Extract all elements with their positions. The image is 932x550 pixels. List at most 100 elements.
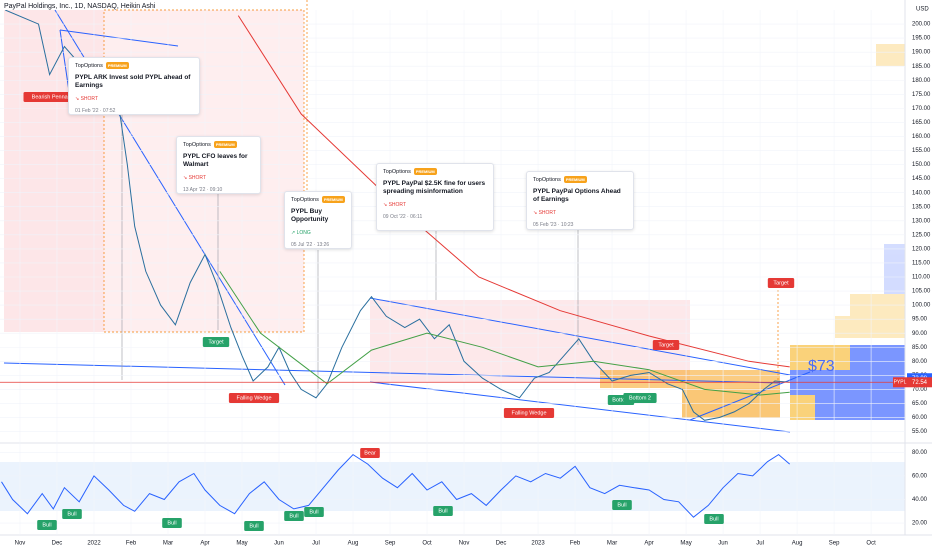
idea-card[interactable]: TopOptions PREMIUM PYPL CFO leaves for Wa… bbox=[176, 136, 261, 194]
source: TopOptions bbox=[383, 168, 411, 175]
y-tick-label: 80.00 bbox=[912, 450, 928, 456]
y-tick-label: 120.00 bbox=[912, 246, 931, 252]
currency: USD bbox=[916, 7, 929, 13]
y-tick-label: 20.00 bbox=[912, 521, 928, 527]
price-tag bbox=[907, 377, 932, 388]
signal: ↘ SHORT bbox=[75, 95, 99, 102]
time: 01 Feb '22 · 07:52 bbox=[75, 107, 116, 114]
idea-text: PYPL PayPal $2.5K fine for users spreadi… bbox=[383, 180, 486, 196]
y-tick-label: 155.00 bbox=[912, 148, 931, 154]
x-tick-label: Aug bbox=[348, 541, 359, 547]
pattern-label bbox=[244, 521, 264, 531]
pattern-label-text: Bull bbox=[309, 509, 318, 515]
badge: PREMIUM bbox=[321, 196, 345, 203]
y-tick-label: 105.00 bbox=[912, 289, 931, 295]
rsi-band bbox=[0, 462, 905, 511]
time: 05 Feb '23 · 10:23 bbox=[533, 221, 574, 228]
symbol-tag bbox=[893, 377, 907, 388]
y-tick-label: 180.00 bbox=[912, 78, 931, 84]
pattern-label bbox=[360, 448, 380, 458]
x-tick-label: Feb bbox=[570, 541, 581, 547]
pattern-label-text: Bottom 2 bbox=[629, 395, 651, 401]
y-tick-label: 145.00 bbox=[912, 176, 931, 182]
y-tick-label: 90.00 bbox=[912, 331, 928, 337]
signal: ↘ SHORT bbox=[183, 174, 207, 181]
x-tick-label: Oct bbox=[866, 541, 876, 547]
x-tick-label: Jun bbox=[274, 541, 284, 547]
source: TopOptions bbox=[75, 62, 103, 69]
y-tick-label: 150.00 bbox=[912, 162, 931, 168]
y-tick-label: 95.00 bbox=[912, 317, 928, 323]
badge: PREMIUM bbox=[413, 168, 437, 175]
idea-card[interactable]: TopOptions PREMIUM PYPL ARK Invest sold P… bbox=[68, 57, 200, 115]
plot-area bbox=[1, 453, 791, 518]
x-tick-label: Apr bbox=[644, 541, 653, 547]
source: TopOptions bbox=[291, 196, 319, 203]
pattern-label-text: Bull bbox=[709, 516, 718, 522]
pattern-label-text: Bull bbox=[289, 513, 298, 519]
pattern-label-text: Bull bbox=[617, 502, 626, 508]
pattern-label bbox=[62, 509, 82, 519]
x-tick-label: 2022 bbox=[87, 541, 101, 547]
signal-text: SHORT bbox=[388, 201, 407, 208]
y-tick-label: 135.00 bbox=[912, 204, 931, 210]
pattern-label-text: Bull bbox=[249, 523, 258, 529]
signal-text: LONG bbox=[296, 229, 311, 236]
x-tick-label: Dec bbox=[52, 541, 63, 547]
series-line bbox=[5, 10, 790, 421]
y-tick-label: 115.00 bbox=[912, 261, 931, 267]
pattern-label-text: Bull bbox=[438, 508, 447, 514]
x-tick-label: May bbox=[680, 541, 691, 547]
idea-card[interactable]: TopOptions PREMIUM PYPL PayPal $2.5K fine… bbox=[376, 163, 494, 231]
x-tick-label: Jun bbox=[718, 541, 728, 547]
source: TopOptions bbox=[533, 176, 561, 183]
y-tick-label: 200.00 bbox=[912, 22, 931, 28]
pattern-label-text: Bull bbox=[42, 522, 51, 528]
series-line bbox=[237, 15, 790, 368]
source: TopOptions bbox=[183, 141, 211, 148]
pattern-label bbox=[433, 506, 453, 516]
pattern-label-text: Target bbox=[773, 280, 789, 286]
leader-lines bbox=[306, 0, 779, 380]
idea-text: PYPL CFO leaves for Walmart bbox=[183, 153, 248, 169]
signal-text: SHORT bbox=[538, 209, 557, 216]
price-target-label: $73 bbox=[808, 358, 835, 375]
x-tick-label: Dec bbox=[496, 541, 507, 547]
y-tick-label: 100.00 bbox=[912, 303, 931, 309]
badge: PREMIUM bbox=[563, 176, 587, 183]
idea-card[interactable]: TopOptions PREMIUM PYPL Buy Opportunity ↗… bbox=[284, 191, 352, 249]
y-tick-label: 80.00 bbox=[912, 359, 928, 365]
idea-card[interactable]: TopOptions PREMIUM PYPL PayPal Options Ah… bbox=[526, 171, 634, 230]
signal: ↘ SHORT bbox=[533, 209, 557, 216]
x-tick-label: Apr bbox=[200, 541, 209, 547]
chart-title: PayPal Holdings, Inc., 1D, NASDAQ, Heiki… bbox=[4, 3, 156, 10]
y-tick-label: 60.00 bbox=[912, 473, 928, 479]
y-tick-label: 110.00 bbox=[912, 275, 931, 281]
pattern-label bbox=[612, 500, 632, 510]
y-tick-label: 175.00 bbox=[912, 92, 931, 98]
badge: PREMIUM bbox=[213, 141, 237, 148]
pattern-label-text: Falling Wedge bbox=[511, 410, 546, 416]
x-tick-label: Mar bbox=[163, 541, 173, 547]
x-tick-label: 2023 bbox=[531, 541, 545, 547]
pattern-label bbox=[228, 393, 280, 403]
x-tick-label: Oct bbox=[422, 541, 432, 547]
pattern-label-text: Bull bbox=[67, 511, 76, 517]
pattern-label-text: Bearish Pennant bbox=[32, 94, 73, 100]
pattern-label-text: Bottom bbox=[612, 397, 630, 403]
y-tick-label: 185.00 bbox=[912, 64, 931, 70]
y-tick-label: 195.00 bbox=[912, 36, 931, 42]
symbol-tag-text: PYPL bbox=[894, 380, 907, 386]
pattern-label bbox=[704, 514, 724, 524]
signal: ↘ SHORT bbox=[383, 201, 407, 208]
x-tick-label: May bbox=[236, 541, 247, 547]
y-tick-label: 65.00 bbox=[912, 401, 928, 407]
y-tick-label: 70.00 bbox=[912, 387, 928, 393]
price-tag-text: 72.54 bbox=[912, 380, 928, 386]
idea-text: PYPL ARK Invest sold PYPL ahead of Earni… bbox=[75, 74, 191, 90]
pattern-label bbox=[162, 518, 182, 528]
x-tick-label: Nov bbox=[459, 541, 470, 547]
pattern-label bbox=[767, 278, 795, 288]
time: 13 Apr '22 · 09:10 bbox=[183, 186, 223, 193]
signal-text: SHORT bbox=[80, 95, 99, 102]
